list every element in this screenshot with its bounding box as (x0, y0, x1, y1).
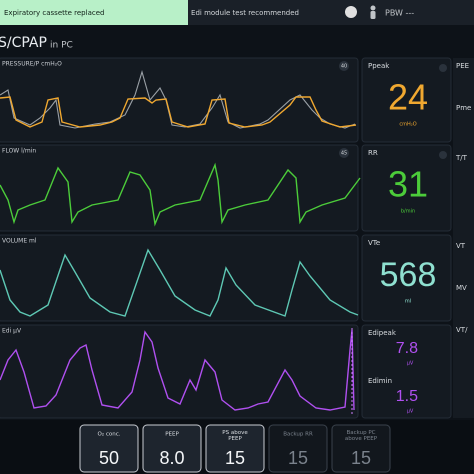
info-icon[interactable] (345, 6, 357, 18)
measurement-box (361, 324, 452, 419)
measurement-unit: cmH₂O (399, 122, 416, 128)
scale-value: 40 (341, 64, 347, 70)
setting-label: O₂ conc. (98, 432, 121, 438)
mode-name[interactable]: S/CPAP (0, 35, 47, 51)
setting-button[interactable] (268, 424, 328, 473)
measurement-box (361, 57, 452, 143)
measurement-value: 24 (388, 77, 428, 118)
pressure-wave (0, 96, 357, 128)
measurement-value: 31 (388, 164, 428, 205)
measurement-label: Edipeak (368, 329, 397, 337)
patient-icon (370, 5, 376, 11)
patient-icon (370, 11, 376, 19)
measurement-unit: µV (407, 361, 414, 367)
measurement-value: 568 (380, 256, 437, 294)
alert-box[interactable] (0, 0, 188, 25)
setting-value: 15 (288, 448, 308, 468)
measurement-unit: b/min (401, 209, 415, 215)
setting-label-line: above PEEP (345, 436, 378, 442)
setting-value: 8.0 (159, 448, 184, 468)
alert-text: Edi module test recommended (191, 9, 299, 17)
side-label: PEE (456, 62, 469, 70)
side-label: MV (456, 284, 467, 292)
measurement-label: VTe (368, 239, 380, 247)
scale-button[interactable] (339, 148, 349, 158)
measurement-label: RR (368, 149, 378, 157)
setting-label-line: PS above (222, 430, 248, 436)
setting-label: PEEP (165, 432, 179, 438)
setting-label-line: PEEP (228, 436, 242, 442)
side-label: VT (456, 242, 466, 250)
measurement-unit: ml (405, 299, 411, 305)
measurement-unit: µV (407, 409, 414, 415)
setting-value: 15 (225, 448, 245, 468)
waveform-label: PRESSURE/P cmH₂O (2, 61, 62, 68)
side-label: VT/ (456, 326, 468, 334)
waveform-label: FLOW l/min (2, 148, 36, 155)
scale-value: 45 (341, 151, 347, 157)
measurement-value: 1.5 (396, 388, 418, 405)
waveform-label: VOLUME ml (2, 238, 37, 245)
setting-button[interactable] (205, 424, 265, 473)
setting-button[interactable] (331, 424, 391, 473)
waveform-panel (0, 57, 359, 143)
setting-label-line: Backup PC (346, 430, 375, 436)
mode-sub: in PC (50, 41, 73, 51)
measurement-box (361, 144, 452, 232)
waveform-panel (0, 324, 359, 419)
setting-button[interactable] (142, 424, 202, 473)
setting-label: Backup RR (283, 432, 313, 438)
measurement-label: Edimin (368, 377, 392, 385)
setting-value: 50 (99, 448, 119, 468)
side-label: T/T (455, 154, 468, 162)
waveform-panel (0, 144, 359, 232)
scale-button[interactable] (439, 64, 447, 72)
scale-button[interactable] (339, 61, 349, 71)
setting-value: 15 (351, 448, 371, 468)
waveform-label: Edi µV (2, 328, 22, 335)
flow-wave (0, 162, 361, 227)
patient-text: PBW --- (385, 9, 414, 18)
setting-label: PS above PEEP (222, 430, 248, 442)
setting-label: Backup PC above PEEP (345, 430, 378, 442)
setting-button[interactable] (79, 424, 139, 473)
measurement-label: Ppeak (368, 62, 390, 70)
side-label: Pme (456, 104, 471, 112)
measurement-box (361, 234, 452, 322)
scale-button[interactable] (439, 151, 447, 159)
volume-wave (0, 248, 359, 317)
waveform-panel (0, 234, 359, 322)
alert-text: Expiratory cassette replaced (4, 9, 104, 17)
measurement-value: 7.8 (396, 340, 418, 357)
edi-wave (0, 329, 355, 411)
side-column (453, 58, 474, 418)
